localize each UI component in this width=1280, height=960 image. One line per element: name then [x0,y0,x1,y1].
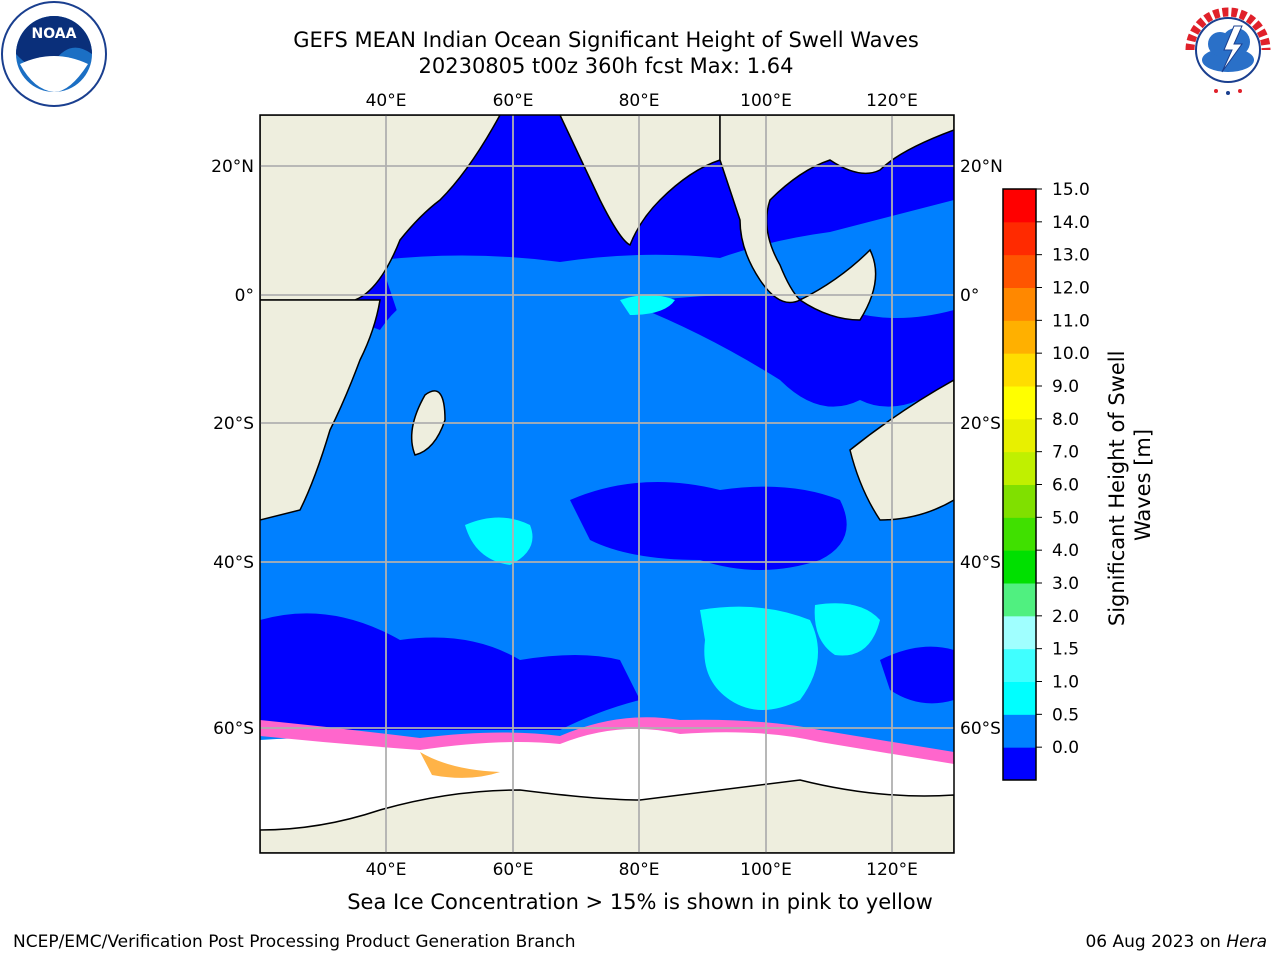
colorbar-tick-label: 8.0 [1052,410,1079,430]
colorbar-segment [1003,287,1036,321]
footer-right: 06 Aug 2023 on Hera [1085,932,1267,952]
lat-right-40s: 40°S [960,553,1001,573]
lat-right-60s: 60°S [960,719,1001,739]
svg-text:NOAA: NOAA [32,26,77,42]
colorbar-tick-label: 1.5 [1052,640,1079,660]
colorbar-tick-label: 9.0 [1052,377,1079,397]
sea-ice-high [420,752,500,778]
sea-ice-edge [260,717,954,764]
colorbar-ticks: 15.0 14.0 13.0 12.0 11.0 10.0 9.0 8.0 7.0 6.0 5.0 4… [1036,180,1090,758]
chart-subtitle: 20230805 t00z 360h fcst Max: 1.64 [418,54,794,78]
colorbar-segment [1003,747,1036,781]
colorbar-segment [1003,189,1036,223]
colorbar-segment [1003,550,1036,584]
colorbar-segment [1003,221,1036,256]
colorbar-tick-label: 4.0 [1052,541,1079,561]
colorbar-tick-label: 2.0 [1052,607,1079,627]
colorbar-segment [1003,714,1036,748]
colorbar-label-line2: Waves [m] [1131,429,1155,541]
lat-left-60s: 60°S [213,719,254,739]
colorbar-tick-label: 5.0 [1052,508,1079,528]
colorbar-segment [1003,418,1036,453]
colorbar-tick-label: 10.0 [1052,344,1090,364]
land-africa-north [260,115,501,301]
lat-right-0: 0° [960,286,979,306]
colorbar-segment [1003,320,1036,354]
colorbar-tick-label: 0.5 [1052,705,1079,725]
lat-left-0: 0° [235,286,254,306]
colorbar [1003,189,1036,781]
chart-title: GEFS MEAN Indian Ocean Significant Heigh… [293,28,919,52]
footer-date: 06 Aug 2023 on [1085,932,1227,952]
colorbar-segment [1003,386,1036,420]
land-africa-south [260,299,381,521]
gridlines [260,115,954,853]
lon-top-80: 80°E [619,91,660,111]
ocean-high-patch-1 [700,606,818,710]
colorbar-segment [1003,681,1036,715]
colorbar-segment [1003,353,1036,387]
lat-right-20n: 20°N [960,157,1003,177]
land-antarctica [260,779,954,853]
lon-top-60: 60°E [493,91,534,111]
lon-bottom-100: 100°E [740,860,792,880]
lon-top-100: 100°E [740,91,792,111]
colorbar-segment [1003,615,1036,650]
land-india [559,115,721,247]
map-field [260,115,954,853]
lat-right-20s: 20°S [960,414,1001,434]
colorbar-tick-label: 12.0 [1052,279,1090,299]
colorbar-tick-label: 15.0 [1052,180,1090,200]
nws-logo [1180,2,1276,98]
land-sumatra-borneo [798,248,877,321]
colorbar-segment [1003,517,1036,551]
colorbar-tick-label: 6.0 [1052,476,1079,496]
lat-left-20n: 20°N [211,157,254,177]
land-southeast-asia [719,115,954,304]
lon-bottom-80: 80°E [619,860,660,880]
ocean-low-south-east [880,646,954,704]
colorbar-label: Significant Height of Swell Waves [m] [1105,344,1155,626]
lon-bottom-120: 120°E [866,860,918,880]
land-australia [849,379,954,521]
ocean-high-patch-3 [465,517,533,565]
colorbar-tick-label: 14.0 [1052,213,1090,233]
colorbar-tick-label: 11.0 [1052,311,1090,331]
colorbar-segment [1003,451,1036,485]
lon-top-40: 40°E [366,91,407,111]
colorbar-tick-label: 13.0 [1052,246,1090,266]
ocean-low-south-west [260,613,640,730]
ocean-high-patch-2 [814,603,880,656]
caption: Sea Ice Concentration > 15% is shown in … [347,890,933,914]
lon-top-120: 120°E [866,91,918,111]
footer-host: Hera [1226,932,1267,952]
colorbar-segment [1003,484,1036,518]
colorbar-tick-label: 7.0 [1052,443,1079,463]
colorbar-tick-label: 0.0 [1052,738,1079,758]
map-frame [259,114,955,854]
colorbar-tick-label: 3.0 [1052,574,1079,594]
lon-bottom-40: 40°E [366,860,407,880]
colorbar-segment [1003,648,1036,682]
lat-left-20s: 20°S [213,414,254,434]
colorbar-tick-label: 1.0 [1052,673,1079,693]
colorbar-label-line1: Significant Height of Swell [1105,351,1129,627]
ocean-high-patch-4 [620,295,675,315]
lat-left-40s: 40°S [213,553,254,573]
colorbar-segment [1003,583,1036,617]
footer-left: NCEP/EMC/Verification Post Processing Pr… [13,932,576,952]
colorbar-segment [1003,254,1036,288]
lon-bottom-60: 60°E [493,860,534,880]
noaa-logo: NOAA [1,1,107,107]
